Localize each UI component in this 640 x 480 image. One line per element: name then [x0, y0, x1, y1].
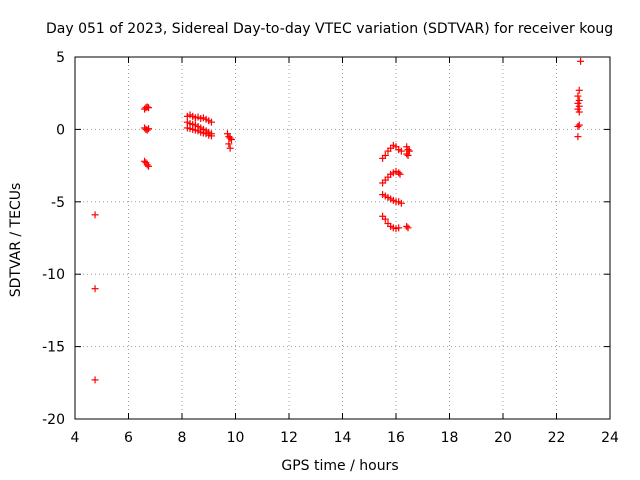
data-point: [145, 162, 153, 170]
y-tick-label: 5: [56, 50, 65, 66]
axis-ticks: 4 6 8 10 12 14 16 18 20 22 24 5 0 -5 -10 -15 -20: [42, 50, 619, 446]
data-point: [145, 104, 153, 112]
y-tick-label: -5: [51, 195, 65, 211]
y-axis-title: SDTVAR / TECUs: [8, 183, 24, 298]
data-point: [397, 199, 405, 207]
data-point: [575, 121, 583, 129]
y-tick-label: 0: [56, 122, 65, 138]
data-point: [226, 134, 234, 142]
x-tick-label: 16: [387, 430, 405, 446]
x-tick-label: 20: [494, 430, 512, 446]
x-tick-label: 24: [601, 430, 619, 446]
data-point: [403, 222, 411, 230]
data-point: [395, 169, 403, 177]
data-points: [91, 57, 585, 384]
data-point: [404, 224, 412, 232]
chart-title: Day 051 of 2023, Sidereal Day-to-day VTE…: [46, 21, 613, 37]
data-point: [91, 376, 99, 384]
data-point: [207, 118, 215, 126]
data-point: [397, 147, 405, 155]
data-point: [574, 133, 582, 141]
data-point: [141, 157, 149, 165]
data-point: [91, 285, 99, 293]
data-point: [143, 126, 151, 134]
grid: [75, 57, 610, 419]
data-point: [574, 92, 582, 100]
data-point: [227, 136, 235, 144]
data-point: [381, 151, 389, 159]
data-point: [226, 144, 234, 152]
data-point: [403, 150, 411, 158]
x-tick-label: 14: [334, 430, 352, 446]
data-point: [404, 151, 412, 159]
data-point: [381, 215, 389, 223]
data-point: [145, 125, 153, 133]
x-tick-label: 10: [227, 430, 245, 446]
data-point: [207, 132, 215, 140]
data-point: [91, 211, 99, 219]
x-tick-label: 4: [71, 430, 80, 446]
data-point: [143, 161, 151, 169]
data-point: [395, 224, 403, 232]
y-tick-label: -15: [42, 340, 65, 356]
y-tick-label: -10: [42, 267, 65, 283]
data-point: [225, 140, 233, 148]
x-tick-label: 6: [124, 430, 133, 446]
y-tick-label: -20: [42, 412, 65, 428]
data-point: [396, 170, 404, 178]
data-point: [574, 123, 582, 131]
data-point: [575, 86, 583, 94]
data-point: [575, 108, 583, 116]
data-point: [143, 103, 151, 111]
x-tick-label: 18: [441, 430, 459, 446]
x-tick-label: 12: [280, 430, 298, 446]
x-tick-label: 22: [548, 430, 566, 446]
x-tick-label: 8: [178, 430, 187, 446]
x-axis-title: GPS time / hours: [281, 458, 398, 474]
data-point: [577, 57, 585, 65]
